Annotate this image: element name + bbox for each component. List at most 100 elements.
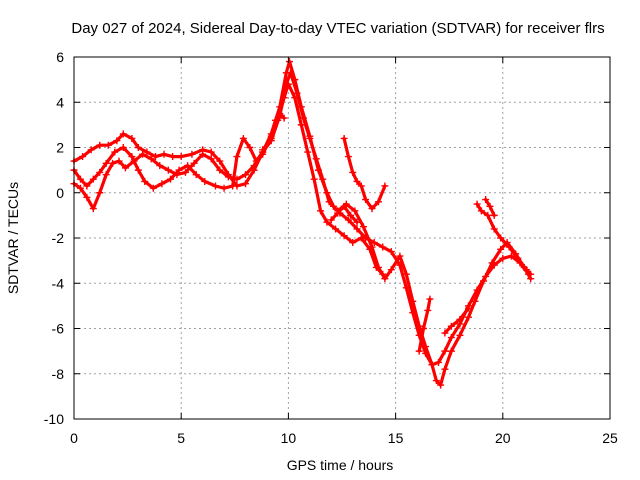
data-point xyxy=(160,150,168,158)
data-point xyxy=(505,243,513,251)
data-point xyxy=(368,205,376,213)
data-point xyxy=(480,277,488,285)
data-point xyxy=(96,189,104,197)
data-point xyxy=(464,304,472,312)
data-point xyxy=(111,148,119,156)
data-point xyxy=(164,166,172,174)
data-point xyxy=(287,69,295,77)
x-tick-label: 0 xyxy=(70,430,78,446)
x-tick-label: 15 xyxy=(388,430,404,446)
data-point xyxy=(340,202,348,210)
data-point xyxy=(199,150,207,158)
data-point xyxy=(149,184,157,192)
data-point xyxy=(477,207,485,215)
series-trace xyxy=(261,112,286,152)
y-tick-label: 6 xyxy=(56,49,64,65)
data-point xyxy=(334,209,342,217)
data-point xyxy=(233,153,241,161)
data-point xyxy=(527,270,535,278)
data-point xyxy=(181,168,189,176)
data-point xyxy=(441,365,449,373)
data-point xyxy=(128,134,136,142)
data-point xyxy=(370,239,378,247)
data-point xyxy=(272,116,280,124)
data-point xyxy=(104,141,112,149)
data-point xyxy=(432,377,440,385)
x-tick-label: 5 xyxy=(177,430,185,446)
data-point xyxy=(340,232,348,240)
data-point xyxy=(207,148,215,156)
data-point xyxy=(87,146,95,154)
data-point xyxy=(128,153,136,161)
data-point xyxy=(471,297,479,305)
plot-area xyxy=(70,58,535,389)
data-point xyxy=(379,270,387,278)
y-tick-label: 0 xyxy=(56,185,64,201)
data-point xyxy=(387,248,395,256)
data-series xyxy=(70,58,535,389)
data-point xyxy=(220,184,228,192)
data-point xyxy=(490,225,498,233)
data-point xyxy=(192,171,200,179)
data-point xyxy=(134,166,142,174)
data-point xyxy=(447,347,455,355)
data-point xyxy=(310,175,318,183)
data-point xyxy=(158,180,166,188)
data-point xyxy=(109,159,117,167)
data-point xyxy=(366,245,374,253)
x-tick-label: 20 xyxy=(495,430,511,446)
data-point xyxy=(280,114,288,122)
data-point xyxy=(484,211,492,219)
x-axis-label: GPS time / hours xyxy=(287,457,394,473)
data-point xyxy=(79,153,87,161)
data-point xyxy=(297,121,305,129)
data-point xyxy=(224,173,232,181)
y-tick-label: 4 xyxy=(56,94,64,110)
data-point xyxy=(190,159,198,167)
data-point xyxy=(102,171,110,179)
y-tick-label: -2 xyxy=(52,230,65,246)
data-point xyxy=(490,211,498,219)
data-point xyxy=(306,134,314,142)
data-point xyxy=(216,166,224,174)
data-point xyxy=(482,196,490,204)
series-trace xyxy=(475,202,533,276)
data-point xyxy=(434,358,442,366)
data-point xyxy=(359,223,367,231)
data-point xyxy=(415,347,423,355)
series-trace xyxy=(72,71,533,387)
data-point xyxy=(177,153,185,161)
data-point xyxy=(169,153,177,161)
data-point xyxy=(379,243,387,251)
data-point xyxy=(402,270,410,278)
series-trace xyxy=(443,306,471,335)
data-point xyxy=(233,175,241,183)
data-point xyxy=(119,130,127,138)
data-point xyxy=(325,198,333,206)
data-point xyxy=(374,198,382,206)
data-point xyxy=(387,266,395,274)
data-point xyxy=(156,162,164,170)
data-point xyxy=(447,334,455,342)
data-point xyxy=(522,266,530,274)
data-point xyxy=(83,182,91,190)
data-point xyxy=(464,313,472,321)
data-point xyxy=(426,295,434,303)
data-point xyxy=(115,157,123,165)
data-point xyxy=(141,177,149,185)
data-point xyxy=(332,225,340,233)
data-point xyxy=(207,155,215,163)
data-point xyxy=(239,134,247,142)
y-axis-label: SDTVAR / TECUs xyxy=(5,182,21,294)
data-point xyxy=(351,207,359,215)
data-point xyxy=(344,216,352,224)
data-point xyxy=(250,162,258,170)
data-point xyxy=(349,239,357,247)
data-point xyxy=(312,155,320,163)
y-tick-label: 2 xyxy=(56,140,64,156)
data-point xyxy=(415,322,423,330)
data-point xyxy=(293,89,301,97)
data-point xyxy=(89,205,97,213)
data-point xyxy=(409,297,417,305)
data-point xyxy=(456,315,464,323)
